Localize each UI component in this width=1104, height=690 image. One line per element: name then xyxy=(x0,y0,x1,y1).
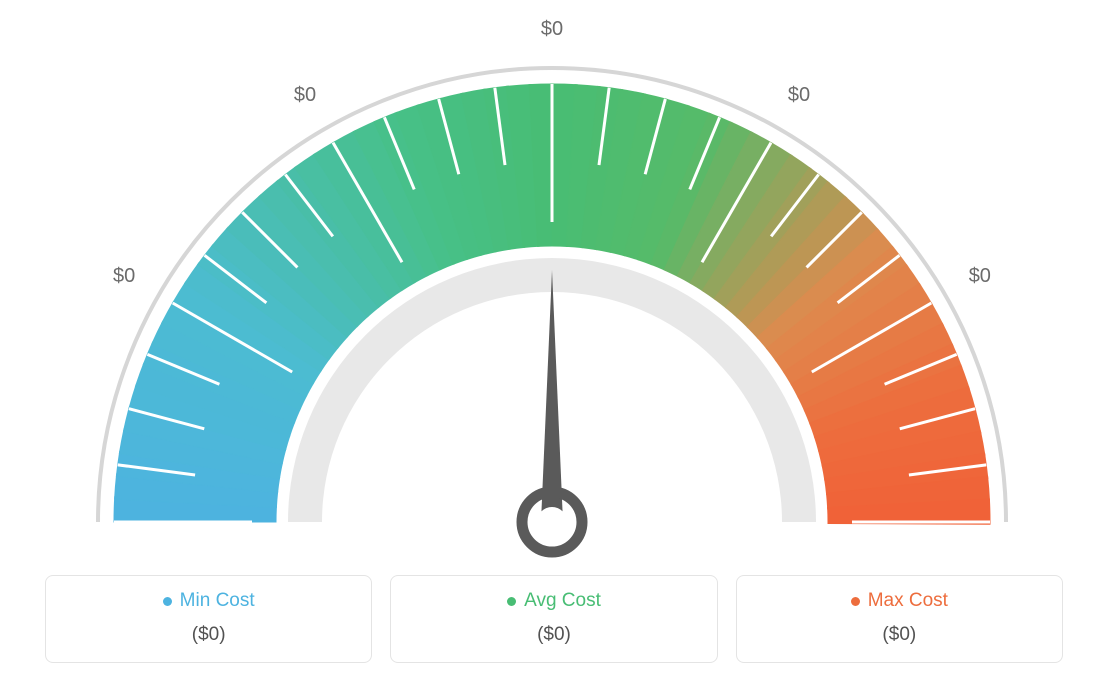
dot-icon xyxy=(163,597,172,606)
legend-card-avg: Avg Cost ($0) xyxy=(390,575,717,663)
legend-title-max: Max Cost xyxy=(851,590,948,612)
legend-card-min: Min Cost ($0) xyxy=(45,575,372,663)
legend-title-avg: Avg Cost xyxy=(507,590,601,612)
legend-label: Avg Cost xyxy=(524,590,601,612)
legend-card-max: Max Cost ($0) xyxy=(736,575,1063,663)
legend-title-min: Min Cost xyxy=(163,590,255,612)
legend-label: Min Cost xyxy=(180,590,255,612)
gauge-chart: $0$0$0$0$0$0$0 xyxy=(62,0,1042,560)
legend-value-avg: ($0) xyxy=(391,624,716,646)
legend-value-max: ($0) xyxy=(737,624,1062,646)
svg-text:$0: $0 xyxy=(113,265,135,287)
svg-text:$0: $0 xyxy=(541,18,563,40)
svg-text:$0: $0 xyxy=(969,265,991,287)
legend-label: Max Cost xyxy=(868,590,948,612)
dot-icon xyxy=(851,597,860,606)
svg-text:$0: $0 xyxy=(294,84,316,106)
gauge-svg: $0$0$0$0$0$0$0 xyxy=(62,0,1042,560)
dot-icon xyxy=(507,597,516,606)
svg-text:$0: $0 xyxy=(788,84,810,106)
legend-value-min: ($0) xyxy=(46,624,371,646)
legend-row: Min Cost ($0) Avg Cost ($0) Max Cost ($0… xyxy=(45,575,1063,663)
